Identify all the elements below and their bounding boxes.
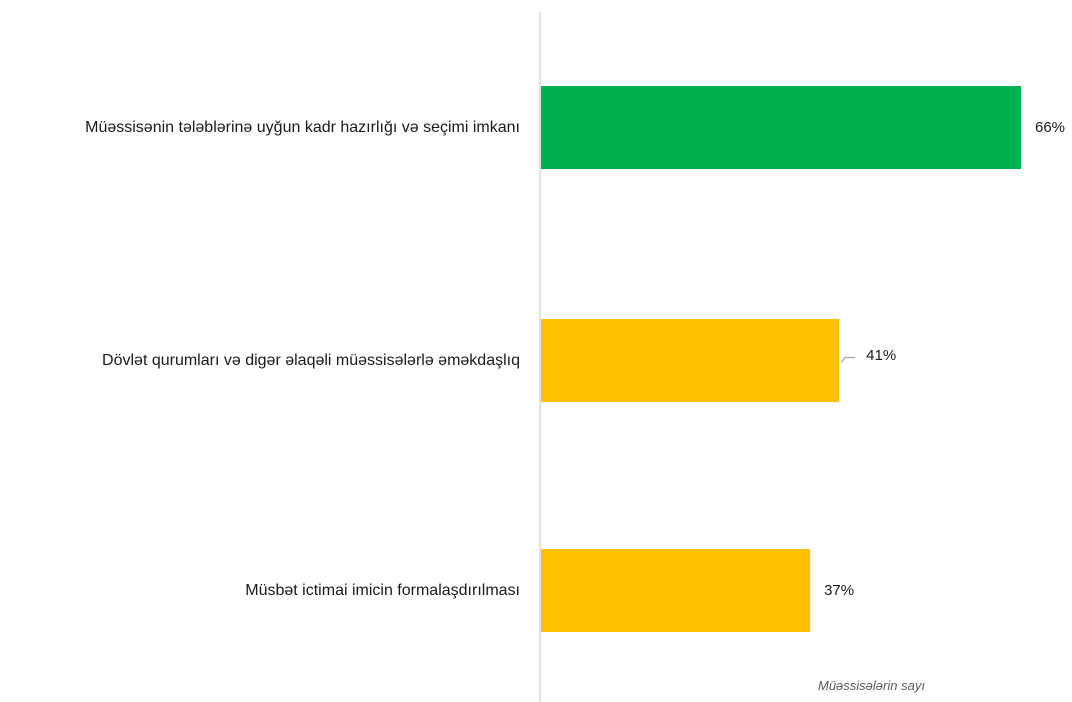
value-label-3: 37% — [824, 581, 855, 599]
category-label-2: Dövlət qurumları və digər əlaqəli müəssi… — [102, 351, 520, 369]
value-label-2: 41% — [866, 346, 897, 364]
value-leader-line-2 — [840, 356, 856, 363]
x-axis-title: Müəssisələrin sayı — [818, 678, 925, 693]
bar-1 — [541, 86, 1021, 169]
bar-2 — [541, 319, 840, 402]
value-label-1: 66% — [1035, 118, 1066, 136]
bar-3 — [541, 549, 811, 632]
category-label-3: Müsbət ictimai imicin formalaşdırılması — [245, 581, 520, 599]
bars-layer — [541, 86, 1021, 632]
category-label-1: Müəssisənin tələblərinə uyğun kadr hazır… — [85, 118, 520, 136]
